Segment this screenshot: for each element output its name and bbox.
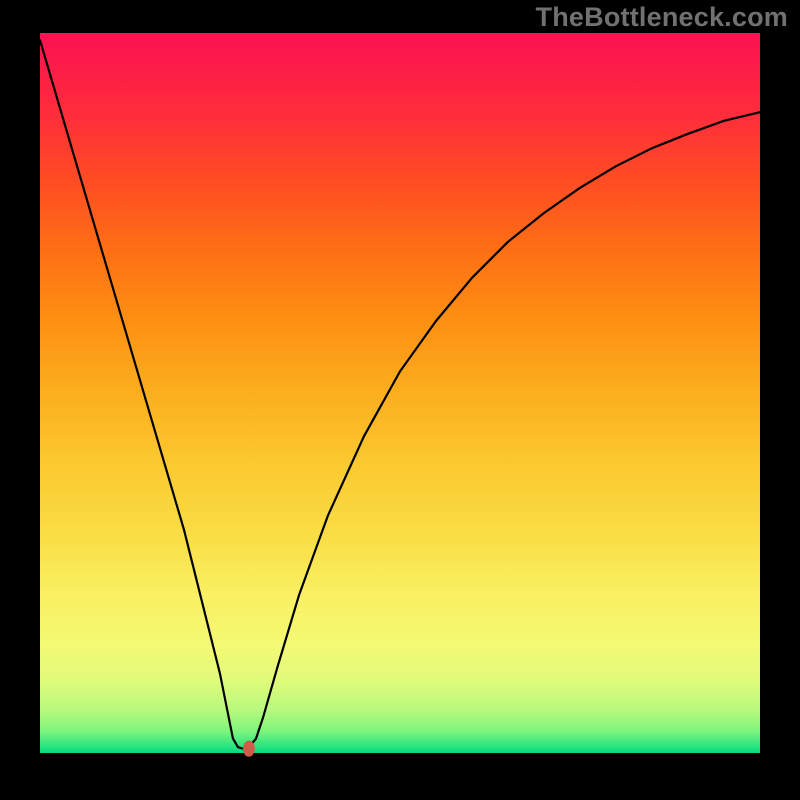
chart-svg (0, 0, 800, 800)
optimum-marker (243, 741, 255, 757)
watermark-text: TheBottleneck.com (536, 2, 788, 33)
plot-background (40, 33, 760, 753)
chart-frame: TheBottleneck.com (0, 0, 800, 800)
